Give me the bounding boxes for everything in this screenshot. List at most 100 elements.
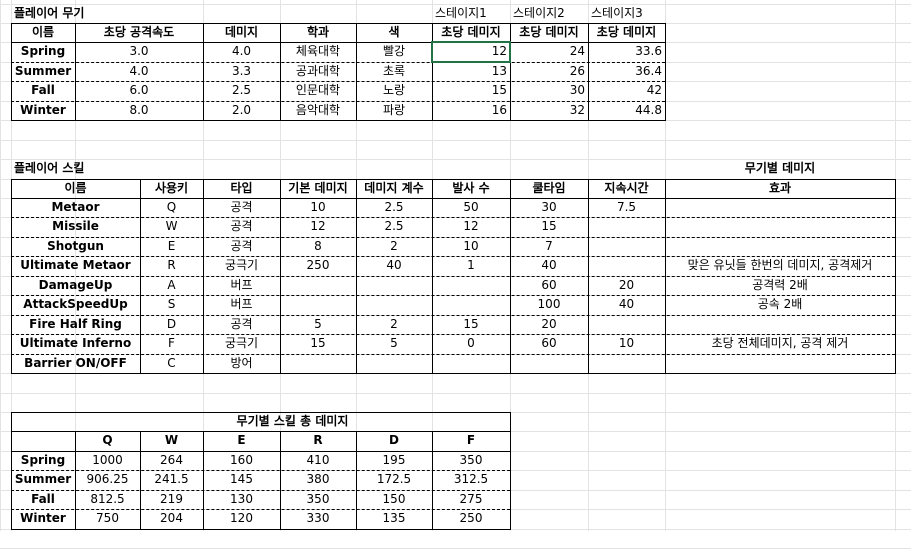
skill-cell[interactable]: [432, 354, 510, 373]
weapon-cell[interactable]: 3.3: [231, 64, 252, 78]
skill-cell[interactable]: [432, 276, 510, 295]
skill-name[interactable]: Missile: [52, 219, 99, 233]
skill-cell[interactable]: 20: [618, 278, 635, 292]
skill-cell[interactable]: 공격: [230, 317, 253, 331]
skill-cell[interactable]: 20: [541, 317, 557, 331]
weapon-cell[interactable]: 26: [569, 64, 585, 78]
weapon-cell[interactable]: 12: [491, 44, 507, 58]
weapon-name[interactable]: Winter: [20, 103, 66, 117]
skill-name[interactable]: Fire Half Ring: [29, 317, 122, 331]
totals-cell[interactable]: 130: [230, 492, 253, 506]
weapon-cell[interactable]: 32: [569, 103, 585, 117]
totals-cell[interactable]: 350: [306, 492, 330, 506]
totals-column-header[interactable]: W: [164, 433, 179, 447]
totals-cell[interactable]: 380: [306, 472, 330, 486]
skill-cell[interactable]: Q: [166, 200, 177, 214]
totals-column-header[interactable]: D: [389, 433, 399, 447]
skill-name[interactable]: AttackSpeedUp: [23, 297, 128, 311]
weapon-cell[interactable]: 3.0: [129, 44, 149, 58]
weapon-cell[interactable]: 8.0: [129, 103, 149, 117]
skill-cell[interactable]: 250: [306, 258, 330, 272]
weapon-cell[interactable]: 44.8: [635, 103, 662, 117]
skill-name[interactable]: Barrier ON/OFF: [24, 356, 127, 370]
skill-cell[interactable]: F: [168, 336, 175, 350]
weapons-column-header[interactable]: 색: [388, 25, 400, 39]
skill-cell[interactable]: [588, 237, 665, 256]
skill-cell[interactable]: 공격: [230, 239, 253, 253]
skills-column-header[interactable]: 이름: [64, 181, 87, 195]
active-cell-selection[interactable]: [431, 41, 511, 63]
totals-column-header[interactable]: F: [466, 433, 476, 447]
skill-cell[interactable]: 40: [618, 297, 635, 311]
totals-column-header[interactable]: R: [313, 433, 323, 447]
skill-name[interactable]: Ultimate Inferno: [19, 336, 132, 350]
skill-cell[interactable]: 2.5: [384, 219, 404, 233]
skill-cell[interactable]: R: [167, 258, 176, 272]
weapon-cell[interactable]: 공과대학: [295, 64, 341, 78]
skill-cell[interactable]: [665, 315, 895, 334]
skill-cell[interactable]: A: [167, 278, 176, 292]
skills-column-header[interactable]: 데미지 계수: [364, 181, 424, 195]
weapon-name[interactable]: Spring: [20, 44, 66, 58]
skill-cell[interactable]: 15: [310, 336, 326, 350]
weapon-cell[interactable]: 15: [491, 83, 507, 97]
skills-side-title[interactable]: 무기별 데미지: [744, 161, 816, 175]
skill-cell[interactable]: 버프: [230, 297, 253, 311]
totals-cell[interactable]: 906.25: [86, 472, 129, 486]
totals-cell[interactable]: 219: [160, 492, 183, 506]
weapon-cell[interactable]: 36.4: [635, 64, 662, 78]
weapon-cell[interactable]: 4.0: [231, 44, 252, 58]
skill-cell[interactable]: D: [166, 317, 177, 331]
skill-cell[interactable]: [588, 256, 665, 275]
skill-cell[interactable]: 맞은 유닛들 한번의 데미지, 공격제거: [687, 258, 873, 272]
skill-cell[interactable]: 궁극기: [224, 336, 259, 350]
weapon-cell[interactable]: 16: [491, 103, 507, 117]
skill-cell[interactable]: C: [167, 356, 176, 370]
totals-cell[interactable]: 172.5: [376, 472, 412, 486]
skill-cell[interactable]: 8: [314, 239, 322, 253]
totals-cell[interactable]: 195: [382, 453, 406, 467]
skill-cell[interactable]: S: [167, 297, 176, 311]
totals-cell[interactable]: 410: [306, 453, 330, 467]
totals-cell[interactable]: 135: [382, 511, 406, 525]
stage-header[interactable]: 스테이지3: [591, 6, 643, 20]
totals-cell[interactable]: 330: [306, 511, 330, 525]
skill-cell[interactable]: 2: [390, 317, 398, 331]
skill-cell[interactable]: 공속 2배: [757, 297, 803, 311]
skills-column-header[interactable]: 타입: [230, 181, 253, 195]
skill-cell[interactable]: 7.5: [616, 200, 637, 214]
weapons-title[interactable]: 플레이어 무기: [14, 6, 85, 20]
weapon-name[interactable]: Summer: [14, 64, 72, 78]
skill-name[interactable]: Shotgun: [47, 239, 104, 253]
skill-cell[interactable]: 방어: [230, 356, 253, 370]
skills-title[interactable]: 플레이어 스킬: [14, 161, 85, 175]
skill-cell[interactable]: [510, 354, 588, 373]
skill-cell[interactable]: [280, 276, 356, 295]
totals-cell[interactable]: 250: [459, 511, 483, 525]
weapons-column-header[interactable]: 초당 데미지: [441, 25, 501, 39]
stage-header[interactable]: 스테이지1: [435, 6, 487, 20]
totals-cell[interactable]: 1000: [92, 453, 123, 467]
skill-cell[interactable]: [356, 295, 432, 314]
skill-name[interactable]: Metaor: [51, 200, 100, 214]
totals-cell[interactable]: 160: [230, 453, 253, 467]
totals-cell[interactable]: 264: [160, 453, 183, 467]
spreadsheet-grid[interactable]: [0, 0, 911, 531]
skills-column-header[interactable]: 지속시간: [604, 181, 649, 195]
weapons-column-header[interactable]: 이름: [31, 25, 55, 39]
totals-cell[interactable]: 750: [96, 511, 119, 525]
skill-cell[interactable]: [432, 295, 510, 314]
skill-cell[interactable]: 공격: [230, 200, 253, 214]
totals-row-name[interactable]: Spring: [20, 453, 66, 467]
skill-cell[interactable]: 버프: [230, 278, 253, 292]
weapon-cell[interactable]: 파랑: [382, 103, 406, 117]
totals-column-header[interactable]: Q: [102, 433, 113, 447]
skill-cell[interactable]: 10: [310, 200, 326, 214]
weapon-cell[interactable]: 33.6: [635, 44, 662, 58]
skills-column-header[interactable]: 기본 데미지: [288, 181, 348, 195]
skill-cell[interactable]: 5: [390, 336, 398, 350]
totals-row-name[interactable]: Fall: [31, 492, 55, 506]
skill-cell[interactable]: 공격: [230, 219, 253, 233]
skills-column-header[interactable]: 사용키: [154, 181, 189, 195]
skill-cell[interactable]: 60: [541, 278, 557, 292]
